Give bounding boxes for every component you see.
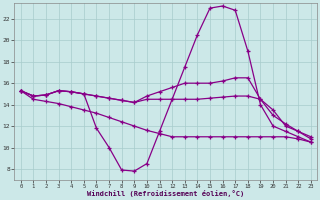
X-axis label: Windchill (Refroidissement éolien,°C): Windchill (Refroidissement éolien,°C) [87,190,244,197]
